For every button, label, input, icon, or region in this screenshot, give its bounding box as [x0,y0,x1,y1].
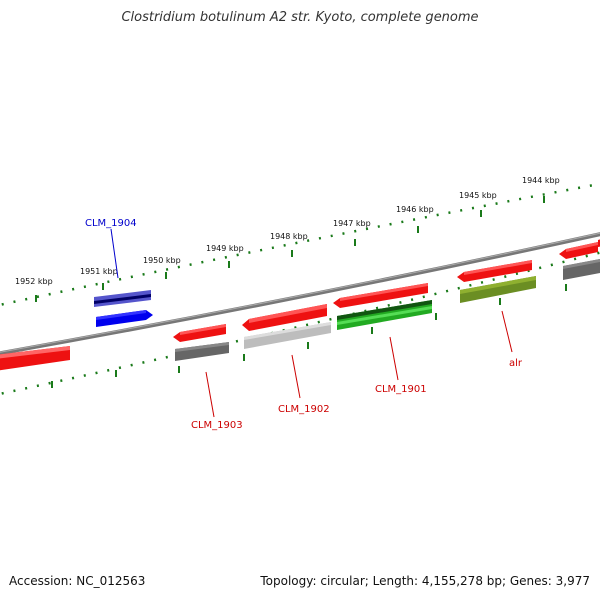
tick-label-1944: 1944 kbp [522,176,560,185]
label-clm-1903[interactable]: CLM_1903 [191,420,243,431]
inner-major-ticks [51,284,567,388]
label-clm-1902[interactable]: CLM_1902 [278,404,330,415]
leader-clm-1904 [110,228,119,279]
kbp-tick-labels: 1952 kbp 1951 kbp 1950 kbp 1949 kbp 1948… [15,176,560,286]
gene-clm-1904[interactable] [96,310,153,327]
topology-text: Topology: circular; Length: 4,155,278 bp… [260,574,590,588]
gene-clm-1904-outer[interactable] [94,290,151,307]
tick-label-1946: 1946 kbp [396,205,434,214]
leader-clm-1901 [389,336,399,381]
tick-label-1951: 1951 kbp [80,267,118,276]
gene-clm-1901-outer[interactable] [333,283,428,308]
tick-label-1949: 1949 kbp [206,244,244,253]
genome-backbone-highlight [0,232,600,353]
outer-major-ticks [35,196,545,302]
gene-clm-1902[interactable] [242,304,331,349]
genome-backbone [0,232,600,356]
leader-clm-1902 [291,354,301,399]
tick-label-1948: 1948 kbp [270,232,308,241]
tick-label-1947: 1947 kbp [333,219,371,228]
genome-title: Clostridium botulinum A2 str. Kyoto, com… [121,10,479,25]
tick-label-1945: 1945 kbp [459,191,497,200]
gene-clm-1903[interactable] [173,324,229,361]
leader-clm-1903 [205,371,215,418]
gene-right-inner[interactable] [563,259,600,280]
label-clm-1901[interactable]: CLM_1901 [375,384,427,395]
label-alr[interactable]: alr [509,358,523,369]
label-clm-1904[interactable]: CLM_1904 [85,218,137,229]
tick-label-1952: 1952 kbp [15,277,53,286]
gene-alr[interactable] [460,276,536,303]
gene-clm-1901[interactable] [337,300,432,330]
leader-alr [501,310,513,353]
gene-left-edge[interactable] [0,346,70,371]
accession-text: Accession: NC_012563 [9,574,146,588]
gene-alr-outer[interactable] [457,260,532,282]
tick-label-1950: 1950 kbp [143,256,181,265]
